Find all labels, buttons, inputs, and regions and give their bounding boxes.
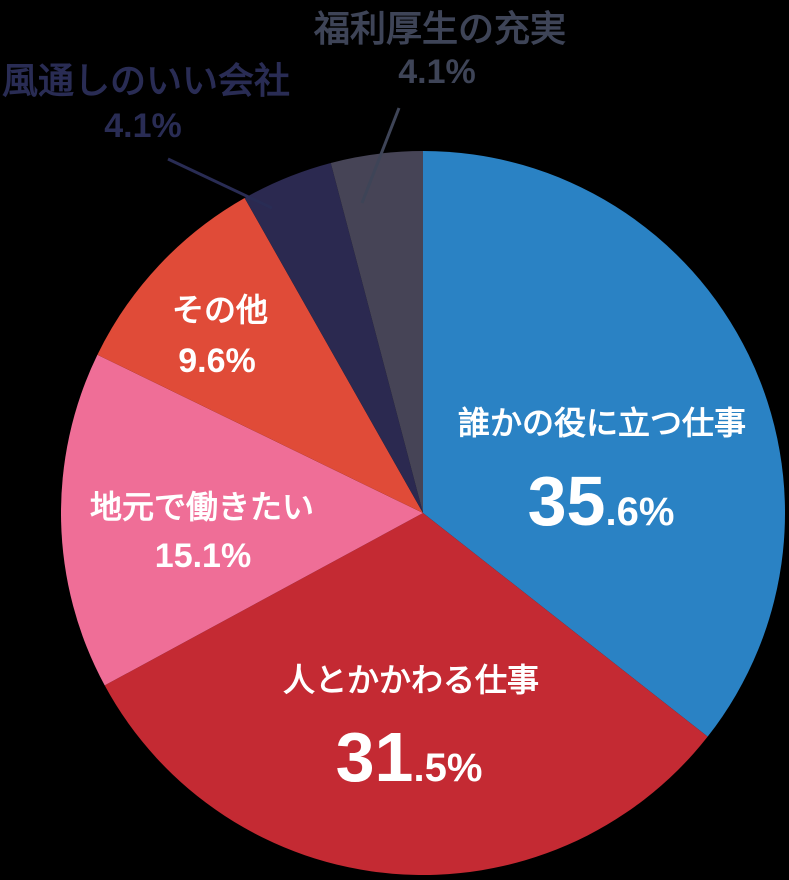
pie-slices xyxy=(61,151,786,876)
slice-label-people-work: 人とかかわる仕事 xyxy=(282,662,540,698)
pie-slice-1 xyxy=(104,513,708,876)
slice-label-local-work: 地元で働きたい xyxy=(89,489,315,525)
slice-label-helpful-work: 誰かの役に立つ仕事 xyxy=(457,405,747,441)
slice-label-welfare: 福利厚生の充実 xyxy=(313,8,567,49)
slice-value-people-work: 31.5% xyxy=(336,722,483,792)
value-integer: 31 xyxy=(335,718,414,796)
slice-value-other: 9.6% xyxy=(178,342,256,380)
slice-value-local-work: 15.1% xyxy=(154,537,252,575)
value-fraction: .5% xyxy=(413,746,483,790)
slice-value-helpful-work: 35.6% xyxy=(528,466,675,536)
leader-line-open-company xyxy=(167,157,273,210)
slice-value-open-company: 4.1% xyxy=(104,107,182,145)
pie-slice-2 xyxy=(61,354,423,686)
pie-slice-3 xyxy=(97,197,424,514)
leader-line-welfare xyxy=(360,107,401,204)
pie-slice-4 xyxy=(244,162,423,513)
slice-label-other: その他 xyxy=(171,292,269,328)
pie-slice-0 xyxy=(423,151,786,737)
pie-slice-5 xyxy=(330,151,423,513)
value-integer: 35 xyxy=(527,462,606,540)
slice-label-open-company: 風通しのいい会社 xyxy=(1,60,291,101)
slice-value-welfare: 4.1% xyxy=(398,53,476,91)
value-fraction: .6% xyxy=(605,490,675,534)
